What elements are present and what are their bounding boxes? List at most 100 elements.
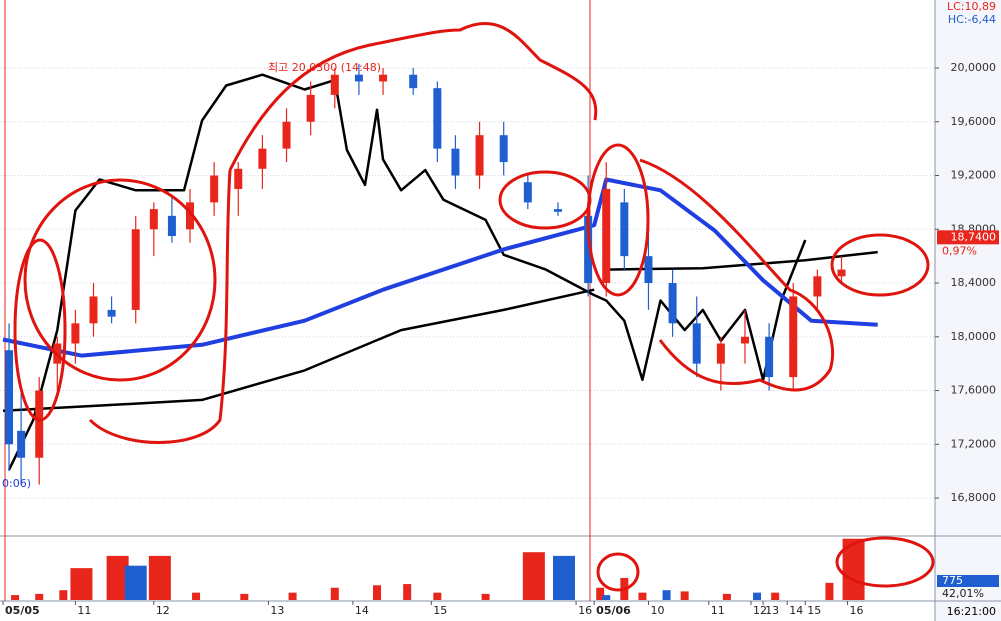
x-tick-label: 16 — [850, 604, 864, 617]
x-tick-label: 15 — [433, 604, 447, 617]
x-tick-label: 12 — [753, 604, 767, 617]
x-tick-label: 11 — [711, 604, 725, 617]
y-tick-label: 18,4000 — [951, 276, 997, 289]
candle-body — [433, 88, 442, 149]
volume-bar — [192, 592, 201, 600]
volume-bar — [148, 555, 171, 600]
candle-body — [765, 336, 774, 378]
y-tick-label: 17,2000 — [951, 437, 997, 450]
candle-body — [354, 74, 363, 82]
candle-body — [789, 296, 798, 378]
candle-body — [258, 148, 267, 169]
volume-bar — [240, 593, 249, 600]
candle-body — [186, 202, 195, 230]
volume-bar — [553, 555, 576, 600]
last-value-label: 18,7400 — [951, 230, 997, 243]
x-tick-label: 12 — [156, 604, 170, 617]
x-tick-label: 13 — [765, 604, 779, 617]
candle-body — [523, 182, 532, 203]
left-label: 0:06) — [2, 477, 31, 490]
volume-bar — [106, 555, 129, 600]
volume-bar — [330, 587, 339, 600]
volume-bar — [680, 591, 689, 600]
volume-bar — [522, 552, 545, 600]
hc-label: HC:-6,44 — [948, 13, 996, 26]
contour-mark — [639, 158, 835, 392]
candle-body — [451, 148, 460, 176]
candle-body — [692, 323, 701, 364]
clock: 16:21:00 — [947, 605, 996, 618]
volume-bar — [288, 592, 297, 600]
contour-mark — [88, 22, 598, 444]
volume-bar — [124, 565, 147, 600]
circle-mark — [835, 536, 935, 588]
candle-body — [234, 168, 243, 189]
x-tick-label: 16 — [578, 604, 592, 617]
circle-mark — [830, 233, 930, 297]
candle-body — [837, 269, 846, 277]
ratio-label: 42,01% — [942, 587, 984, 600]
candle-body — [17, 430, 26, 458]
circle-mark — [596, 552, 640, 592]
volume-bar — [662, 590, 671, 600]
candle-body — [644, 256, 653, 284]
candle-body — [499, 135, 508, 163]
x-tick-label: 05/06 — [596, 604, 631, 617]
plot: 16,800017,200017,600018,000018,400018,80… — [0, 61, 999, 617]
candle-body — [379, 74, 388, 82]
line-series — [2, 177, 878, 358]
candle-body — [330, 74, 339, 95]
volume-bar — [596, 587, 605, 600]
x-tick-label: 10 — [650, 604, 664, 617]
candle-body — [716, 343, 725, 364]
candle-body — [71, 323, 80, 344]
volume-bar — [11, 595, 20, 600]
x-tick-label: 15 — [807, 604, 821, 617]
line-series — [2, 288, 595, 412]
x-tick-label: 11 — [77, 604, 91, 617]
last-value-box — [937, 575, 999, 588]
high-label: 최고 20,0300 (14:48) — [268, 61, 381, 74]
y-tick-label: 16,8000 — [951, 491, 997, 504]
candle-body — [740, 336, 749, 344]
last-value-box — [937, 230, 999, 245]
x-tick-label: 05/05 — [5, 604, 40, 617]
axis-panel — [935, 0, 1001, 621]
y-tick-label: 18,0000 — [951, 330, 997, 343]
candle-body — [107, 309, 116, 317]
circle-mark — [23, 178, 217, 382]
volume-bar — [433, 592, 442, 600]
volume-bar — [403, 584, 412, 600]
volume-bar — [602, 595, 611, 600]
volume-bar — [35, 593, 44, 600]
candle-body — [409, 74, 418, 89]
volume-bar — [70, 568, 93, 600]
candle-body — [553, 209, 562, 212]
candle-body — [602, 188, 611, 284]
x-tick-label: 13 — [270, 604, 284, 617]
x-tick-label: 14 — [355, 604, 369, 617]
volume-bar — [481, 593, 490, 600]
y-tick-label: 19,6000 — [951, 115, 997, 128]
candle-body — [89, 296, 98, 324]
volume-bar — [842, 538, 865, 600]
volume-bar — [59, 590, 68, 600]
candle-body — [131, 229, 140, 310]
volume-bar — [771, 592, 780, 600]
candle-body — [167, 215, 176, 236]
change-label: 0,97% — [942, 244, 977, 257]
y-tick-label: 17,6000 — [951, 384, 997, 397]
volume-bar — [638, 592, 647, 600]
volume-bar — [753, 592, 762, 600]
candle-body — [35, 390, 44, 458]
y-tick-label: 19,2000 — [951, 169, 997, 182]
candle-body — [620, 202, 629, 257]
candle-body — [5, 350, 14, 445]
volume-bar — [825, 582, 834, 600]
annotations — [13, 22, 935, 592]
last-value-label: 775 — [942, 574, 963, 587]
candle-body — [306, 94, 315, 122]
candle-body — [475, 135, 484, 176]
circle-mark — [586, 143, 650, 297]
